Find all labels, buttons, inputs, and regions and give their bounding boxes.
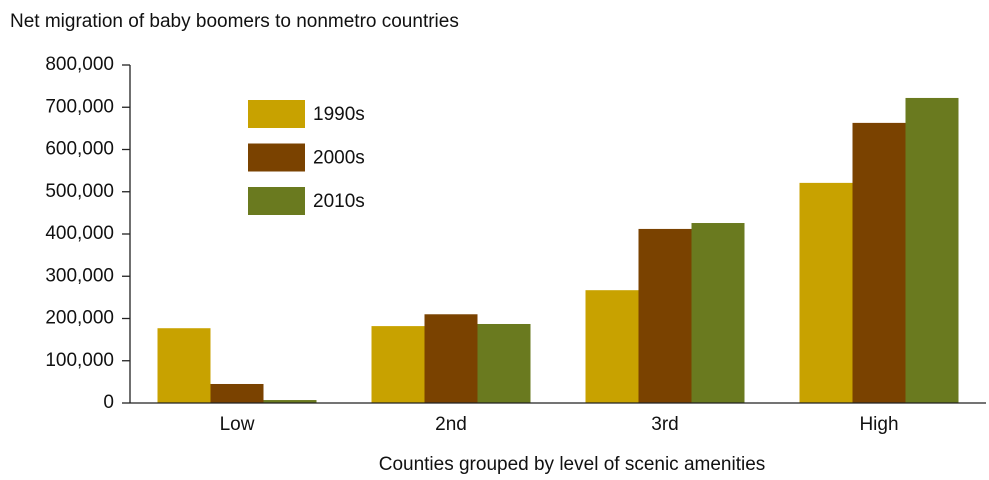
- y-tick-label: 200,000: [45, 308, 114, 329]
- chart-title: Net migration of baby boomers to nonmetr…: [10, 11, 459, 32]
- bar: [371, 326, 425, 403]
- y-tick-label: 800,000: [45, 54, 114, 75]
- bar: [477, 323, 531, 403]
- bar: [424, 314, 478, 403]
- y-tick-label: 600,000: [45, 139, 114, 160]
- bar: [263, 400, 317, 403]
- bar: [585, 290, 639, 403]
- bar: [905, 97, 959, 403]
- legend-swatch: [248, 100, 305, 128]
- y-tick-label: 700,000: [45, 96, 114, 117]
- x-tick-label: High: [859, 414, 898, 435]
- y-tick-label: 500,000: [45, 181, 114, 202]
- x-tick-label: 2nd: [435, 414, 467, 435]
- bar: [157, 328, 211, 403]
- legend-label: 1990s: [313, 104, 365, 125]
- y-tick-label: 400,000: [45, 223, 114, 244]
- bar: [691, 223, 745, 403]
- legend-label: 2000s: [313, 148, 365, 169]
- bar: [638, 228, 692, 403]
- legend-swatch: [248, 143, 305, 172]
- x-axis-label: Counties grouped by level of scenic amen…: [379, 454, 766, 475]
- bar: [852, 122, 906, 403]
- bar: [210, 383, 264, 403]
- y-tick-label: 0: [103, 392, 114, 413]
- legend-label: 2010s: [313, 191, 365, 212]
- x-tick-label: Low: [220, 414, 255, 435]
- bar: [799, 182, 853, 403]
- legend-swatch: [248, 187, 305, 215]
- y-tick-label: 300,000: [45, 265, 114, 286]
- y-tick-label: 100,000: [45, 350, 114, 371]
- x-tick-label: 3rd: [651, 414, 678, 435]
